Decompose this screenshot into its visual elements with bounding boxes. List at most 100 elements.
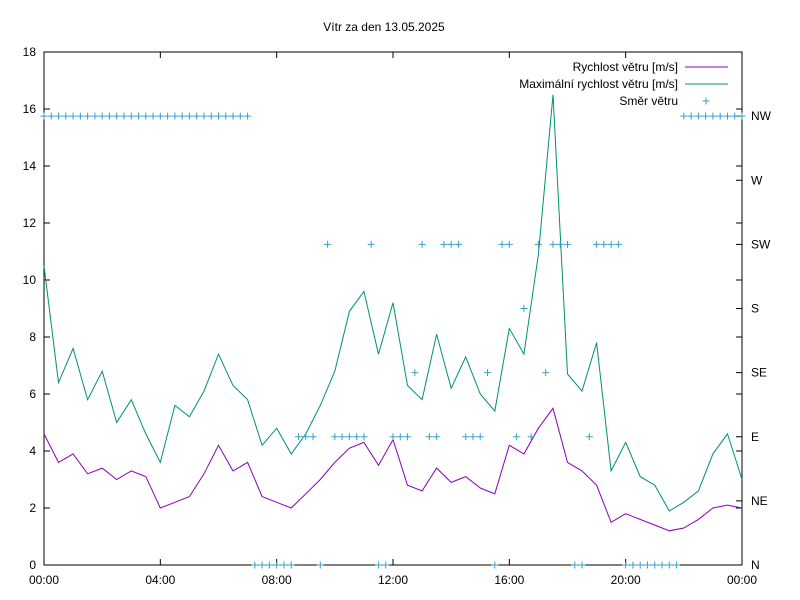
direction-point [113,112,121,120]
direction-point [62,112,70,120]
y-tick-label: 4 [29,444,36,458]
direction-point [374,561,382,569]
x-tick-label: 00:00 [727,573,757,587]
direction-point [389,433,397,441]
y-tick-label: 6 [29,387,36,401]
gust-series-line [43,94,743,512]
direction-point [215,112,222,120]
direction-point [709,112,717,120]
direction-point [76,112,84,120]
x-tick-label: 16:00 [494,573,524,587]
y-tick-label: 0 [29,558,36,572]
direction-point [120,112,128,120]
direction-point [382,561,390,569]
direction-point [484,369,492,377]
direction-point [643,561,651,569]
direction-point [171,112,179,120]
direction-point [294,433,302,441]
direction-point [222,112,230,120]
direction-point [324,240,332,248]
direction-point [694,112,702,120]
y-tick-label: 18 [23,45,37,59]
direction-point [149,112,157,120]
y2-tick-label: N [751,558,760,572]
direction-point [360,433,368,441]
y2-tick-label: E [751,430,759,444]
x-tick-label: 20:00 [611,573,641,587]
direction-point [702,112,710,120]
direction-point [404,433,412,441]
direction-point [520,305,528,312]
y2-tick-label: W [751,173,763,187]
direction-point [127,112,135,120]
direction-point [534,240,542,248]
direction-point [498,240,506,248]
direction-point [723,112,731,120]
direction-point [55,112,63,120]
legend-swatch-direction [702,97,710,105]
x-tick-label: 08:00 [262,573,292,587]
direction-point [513,433,521,441]
y-tick-label: 16 [23,102,37,116]
direction-point [673,561,681,569]
direction-point [69,112,77,120]
direction-point [273,561,281,569]
direction-point [135,112,143,120]
direction-point [265,561,273,569]
y2-tick-label: NW [751,109,772,123]
direction-point [542,369,550,377]
direction-point [207,112,215,120]
direction-point [200,112,208,120]
direction-point [229,112,237,120]
y-tick-label: 14 [23,159,37,173]
direction-point [716,112,724,120]
y-tick-label: 8 [29,330,36,344]
direction-point [331,433,339,441]
direction-point [556,240,564,248]
x-tick-label: 04:00 [145,573,175,587]
direction-point [469,433,477,441]
direction-point [47,112,55,120]
direction-point [549,240,557,248]
y-tick-label: 12 [23,216,37,230]
direction-point [338,433,346,441]
legend-label: Rychlost větru [m/s] [573,60,678,74]
y-tick-label: 10 [23,273,37,287]
y2-tick-label: NE [751,494,768,508]
direction-point [651,561,659,569]
direction-point [84,112,92,120]
direction-point [585,433,593,441]
direction-point [156,112,164,120]
direction-point [527,433,535,441]
direction-point [665,561,673,569]
direction-point [418,240,426,248]
direction-point [345,433,353,441]
direction-point [353,433,361,441]
direction-point [622,561,630,569]
direction-point [309,433,317,441]
direction-point [680,112,688,120]
direction-point [98,112,106,120]
direction-point [571,561,579,569]
direction-point [425,433,433,441]
direction-point [287,561,295,569]
direction-point [316,561,324,569]
x-tick-label: 00:00 [29,573,59,587]
direction-point [687,112,695,120]
direction-point [462,433,470,441]
direction-point [178,112,186,120]
direction-point [236,112,244,120]
direction-point [440,240,448,248]
direction-point [491,561,499,569]
direction-point [142,112,150,120]
direction-point [593,240,601,248]
direction-point [447,240,455,248]
direction-point [251,561,259,569]
direction-point [564,240,571,248]
direction-point [367,240,375,248]
direction-point [105,112,113,120]
direction-point [600,240,608,248]
direction-point [280,561,288,569]
